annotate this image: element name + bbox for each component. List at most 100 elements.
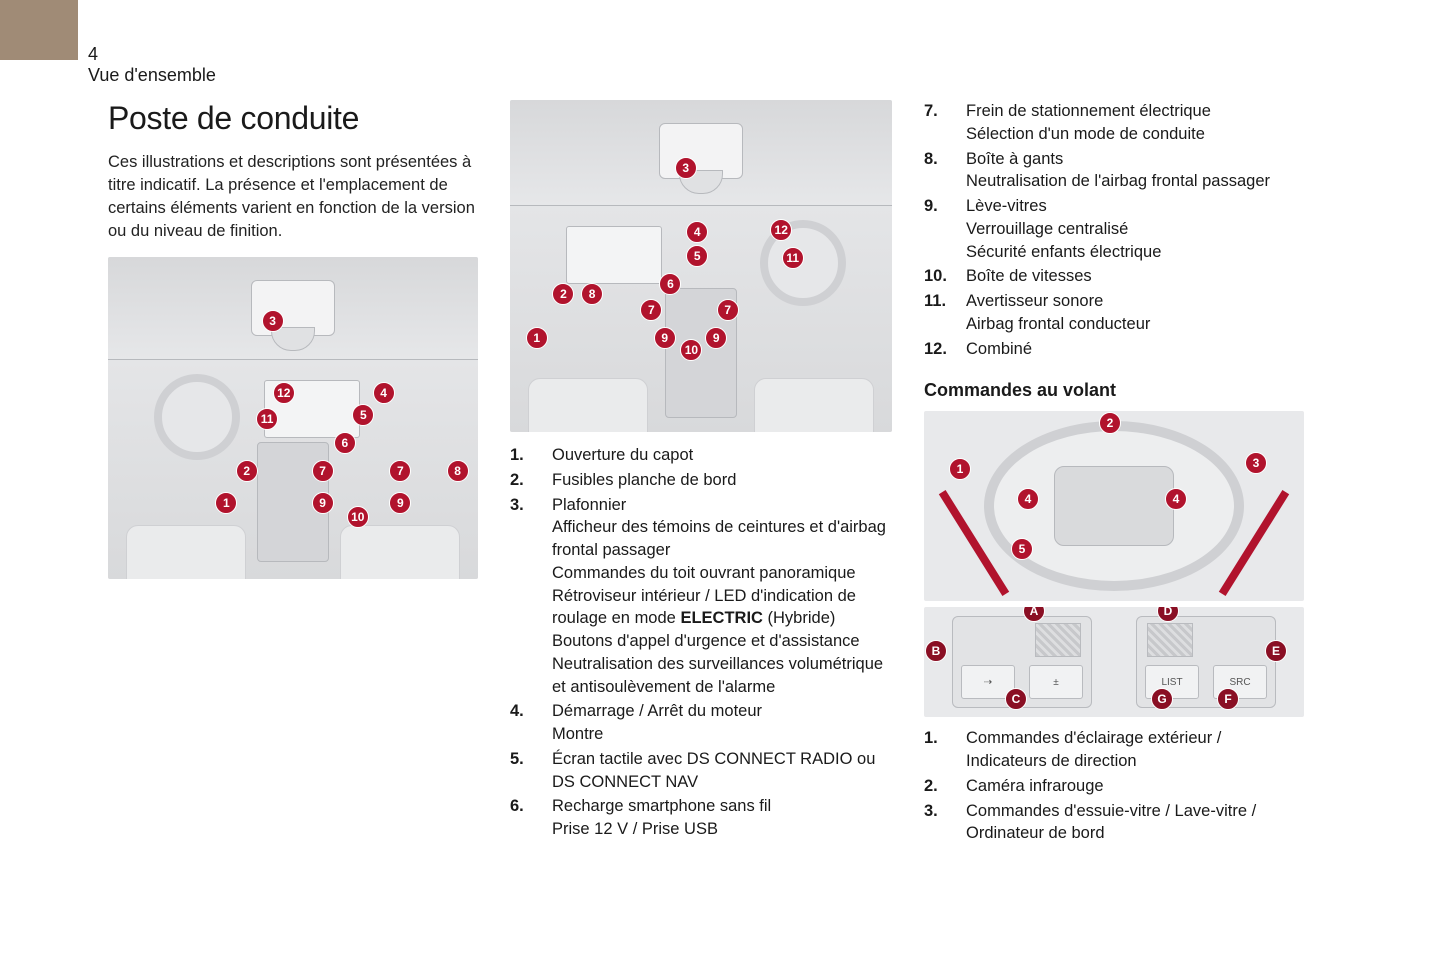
diagram-wheel-controls: ⇢ ± LIST SRC ABCDEFG bbox=[924, 607, 1304, 717]
list-number: 3. bbox=[510, 494, 534, 699]
subhead-steering: Commandes au volant bbox=[924, 380, 1304, 401]
callout-number: 2 bbox=[236, 460, 258, 482]
callout-number: 8 bbox=[581, 283, 603, 305]
list-number: 3. bbox=[924, 800, 948, 846]
list-line: Écran tactile avec DS CONNECT RADIO ou D… bbox=[552, 748, 892, 794]
list-line: Boîte de vitesses bbox=[966, 265, 1304, 288]
list-number: 4. bbox=[510, 700, 534, 746]
list-item: 9. Lève-vitresVerrouillage centraliséSécu… bbox=[924, 195, 1304, 263]
list-line: Ouverture du capot bbox=[552, 444, 892, 467]
list-line: Neutralisation de l'airbag frontal passa… bbox=[966, 170, 1304, 193]
callout-number: 8 bbox=[447, 460, 469, 482]
list-center: 1. Ouverture du capot 2. Fusibles planche d… bbox=[510, 444, 892, 841]
list-number: 1. bbox=[924, 727, 948, 773]
list-text: Recharge smartphone sans filPrise 12 V /… bbox=[552, 795, 892, 841]
callout-number: 3 bbox=[262, 310, 284, 332]
list-text: Ouverture du capot bbox=[552, 444, 892, 467]
list-item: 6. Recharge smartphone sans filPrise 12 V… bbox=[510, 795, 892, 841]
list-line: Plafonnier bbox=[552, 494, 892, 517]
list-text: Commandes d'essuie-vitre / Lave-vitre / … bbox=[966, 800, 1304, 846]
page-title: Poste de conduite bbox=[108, 100, 478, 137]
list-line: Lève-vitres bbox=[966, 195, 1304, 218]
list-text: Boîte à gantsNeutralisation de l'airbag … bbox=[966, 148, 1304, 194]
section-name: Vue d'ensemble bbox=[88, 65, 216, 86]
list-item: 2. Fusibles planche de bord bbox=[510, 469, 892, 492]
list-text: Écran tactile avec DS CONNECT RADIO ou D… bbox=[552, 748, 892, 794]
column-right: 7. Frein de stationnement électriqueSélec… bbox=[924, 100, 1304, 847]
list-number: 11. bbox=[924, 290, 948, 336]
list-line: Neutralisation des surveillances volumét… bbox=[552, 653, 892, 699]
list-item: 11. Avertisseur sonoreAirbag frontal cond… bbox=[924, 290, 1304, 336]
list-line: Commandes d'éclairage extérieur / Indica… bbox=[966, 727, 1304, 773]
list-line: Montre bbox=[552, 723, 892, 746]
list-item: 3. Commandes d'essuie-vitre / Lave-vitre … bbox=[924, 800, 1304, 846]
list-line: Avertisseur sonore bbox=[966, 290, 1304, 313]
list-text: Frein de stationnement électriqueSélecti… bbox=[966, 100, 1304, 146]
list-line: Recharge smartphone sans fil bbox=[552, 795, 892, 818]
callout-number: 9 bbox=[312, 492, 334, 514]
list-text: Fusibles planche de bord bbox=[552, 469, 892, 492]
list-item: 3.PlafonnierAfficheur des témoins de cei… bbox=[510, 494, 892, 699]
list-text: Boîte de vitesses bbox=[966, 265, 1304, 288]
list-text: Avertisseur sonoreAirbag frontal conduct… bbox=[966, 290, 1304, 336]
column-left: Poste de conduite Ces illustrations et d… bbox=[108, 100, 478, 847]
list-number: 5. bbox=[510, 748, 534, 794]
list-number: 12. bbox=[924, 338, 948, 361]
list-item: 5. Écran tactile avec DS CONNECT RADIO ou… bbox=[510, 748, 892, 794]
side-tab bbox=[0, 0, 78, 60]
list-line: Combiné bbox=[966, 338, 1304, 361]
callout-number: 3 bbox=[1245, 452, 1267, 474]
callout-number: 12 bbox=[273, 382, 295, 404]
list-item: 12. Combiné bbox=[924, 338, 1304, 361]
list-text: Combiné bbox=[966, 338, 1304, 361]
column-center: 34125116287799101 1.Ouverture du capot2.… bbox=[510, 100, 892, 847]
list-number: 9. bbox=[924, 195, 948, 263]
list-line: Fusibles planche de bord bbox=[552, 469, 892, 492]
intro-text: Ces illustrations et descriptions sont p… bbox=[108, 151, 478, 243]
list-line: Frein de stationnement électrique bbox=[966, 100, 1304, 123]
list-number: 1. bbox=[510, 444, 534, 467]
callout-number: 7 bbox=[312, 460, 334, 482]
list-line: Airbag frontal conducteur bbox=[966, 313, 1304, 336]
callout-number: 10 bbox=[347, 506, 369, 528]
list-number: 6. bbox=[510, 795, 534, 841]
list-line: Sélection d'un mode de conduite bbox=[966, 123, 1304, 146]
callout-number: 4 bbox=[373, 382, 395, 404]
diagram-steering-wheel: 123445 bbox=[924, 411, 1304, 601]
list-line: Boutons d'appel d'urgence et d'assistanc… bbox=[552, 630, 892, 653]
list-text: Lève-vitresVerrouillage centraliséSécuri… bbox=[966, 195, 1304, 263]
list-line: Afficheur des témoins de ceintures et d'… bbox=[552, 516, 892, 562]
callout-letter: B bbox=[925, 640, 947, 662]
callout-number: 1 bbox=[526, 327, 548, 349]
list-line: Commandes d'essuie-vitre / Lave-vitre / … bbox=[966, 800, 1304, 846]
diagram-dashboard-rhd: 34125116287799101 bbox=[510, 100, 892, 432]
list-number: 7. bbox=[924, 100, 948, 146]
list-item: 8. Boîte à gantsNeutralisation de l'airba… bbox=[924, 148, 1304, 194]
list-number: 8. bbox=[924, 148, 948, 194]
list-text: PlafonnierAfficheur des témoins de ceint… bbox=[552, 494, 892, 699]
list-item: 4. Démarrage / Arrêt du moteurMontre bbox=[510, 700, 892, 746]
list-right-bottom: 1. Commandes d'éclairage extérieur / Indi… bbox=[924, 727, 1304, 845]
list-item: 7. Frein de stationnement électriqueSélec… bbox=[924, 100, 1304, 146]
ctrl-left-btn2: ± bbox=[1029, 665, 1083, 699]
list-item: 1. Ouverture du capot bbox=[510, 444, 892, 467]
callout-number: 9 bbox=[654, 327, 676, 349]
page-header: 4 Vue d'ensemble bbox=[88, 44, 216, 86]
list-line: Commandes du toit ouvrant panoramique bbox=[552, 562, 892, 585]
callout-letter: E bbox=[1265, 640, 1287, 662]
list-text: Démarrage / Arrêt du moteurMontre bbox=[552, 700, 892, 746]
list-line: Prise 12 V / Prise USB bbox=[552, 818, 892, 841]
callout-number: 7 bbox=[717, 299, 739, 321]
callout-number: 4 bbox=[686, 221, 708, 243]
list-number: 10. bbox=[924, 265, 948, 288]
list-text: Caméra infrarouge bbox=[966, 775, 1304, 798]
list-line: Caméra infrarouge bbox=[966, 775, 1304, 798]
callout-number: 11 bbox=[782, 247, 804, 269]
list-line: Verrouillage centralisé bbox=[966, 218, 1304, 241]
list-item: 10. Boîte de vitesses bbox=[924, 265, 1304, 288]
list-number: 2. bbox=[510, 469, 534, 492]
list-right-top: 7. Frein de stationnement électriqueSélec… bbox=[924, 100, 1304, 360]
list-item: 1. Commandes d'éclairage extérieur / Indi… bbox=[924, 727, 1304, 773]
diagram-dashboard-lhd: 31241156277819910 bbox=[108, 257, 478, 579]
list-line: Démarrage / Arrêt du moteur bbox=[552, 700, 892, 723]
